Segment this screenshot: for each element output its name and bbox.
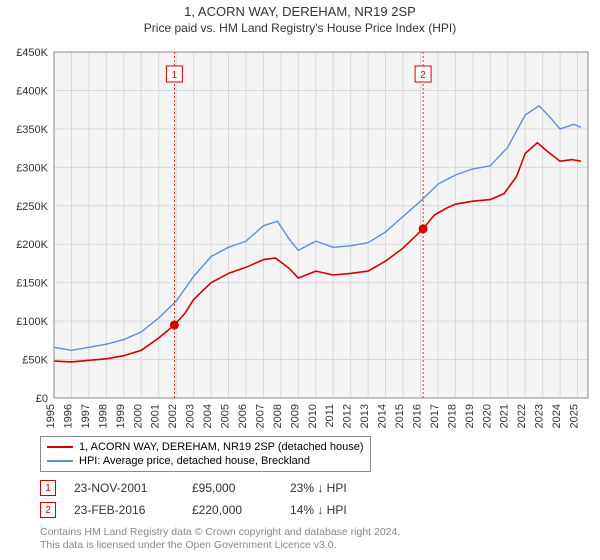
svg-text:£300K: £300K	[16, 162, 48, 174]
svg-text:2008: 2008	[272, 404, 284, 428]
svg-text:2019: 2019	[464, 404, 476, 428]
footnote-line: Contains HM Land Registry data © Crown c…	[40, 526, 400, 539]
svg-text:2021: 2021	[499, 404, 511, 428]
svg-text:2011: 2011	[324, 404, 336, 428]
footnote: Contains HM Land Registry data © Crown c…	[40, 526, 400, 552]
svg-text:£0: £0	[36, 393, 48, 405]
chart-subtitle: Price paid vs. HM Land Registry's House …	[0, 19, 600, 37]
transaction-marker: 1	[40, 480, 56, 496]
svg-text:£450K: £450K	[16, 47, 48, 59]
svg-text:1996: 1996	[62, 404, 74, 428]
svg-text:1995: 1995	[45, 404, 57, 428]
svg-text:1999: 1999	[115, 404, 127, 428]
legend-swatch	[47, 446, 73, 448]
svg-text:2014: 2014	[377, 404, 389, 428]
svg-text:2002: 2002	[167, 404, 179, 428]
svg-text:2004: 2004	[202, 404, 214, 428]
svg-text:2023: 2023	[534, 404, 546, 428]
transaction-diff: 23% ↓ HPI	[290, 481, 390, 495]
transaction-price: £220,000	[192, 503, 272, 517]
svg-text:2010: 2010	[307, 404, 319, 428]
svg-text:2025: 2025	[569, 404, 581, 428]
svg-text:£150K: £150K	[16, 278, 48, 290]
legend-item: 1, ACORN WAY, DEREHAM, NR19 2SP (detache…	[47, 440, 364, 454]
svg-text:2001: 2001	[150, 404, 162, 428]
transaction-row: 2 23-FEB-2016 £220,000 14% ↓ HPI	[40, 502, 390, 518]
legend-label: HPI: Average price, detached house, Brec…	[79, 454, 310, 468]
svg-text:2022: 2022	[516, 404, 528, 428]
svg-text:£250K: £250K	[16, 201, 48, 213]
svg-text:£100K: £100K	[16, 316, 48, 328]
svg-text:1997: 1997	[80, 404, 92, 428]
svg-text:2015: 2015	[394, 404, 406, 428]
chart-svg: £0 £50K £100K £150K £200K £250K £300K £350K £400…	[0, 38, 600, 430]
legend-label: 1, ACORN WAY, DEREHAM, NR19 2SP (detache…	[79, 440, 364, 454]
transaction-row: 1 23-NOV-2001 £95,000 23% ↓ HPI	[40, 480, 390, 496]
svg-text:2020: 2020	[481, 404, 493, 428]
svg-text:2: 2	[420, 70, 426, 81]
svg-text:£200K: £200K	[16, 239, 48, 251]
svg-text:2017: 2017	[429, 404, 441, 428]
svg-text:2009: 2009	[289, 404, 301, 428]
chart-title: 1, ACORN WAY, DEREHAM, NR19 2SP	[0, 0, 600, 19]
transaction-date: 23-FEB-2016	[74, 503, 174, 517]
svg-text:2003: 2003	[185, 404, 197, 428]
transaction-marker: 2	[40, 502, 56, 518]
svg-text:2005: 2005	[220, 404, 232, 428]
svg-text:1998: 1998	[97, 404, 109, 428]
legend: 1, ACORN WAY, DEREHAM, NR19 2SP (detache…	[40, 436, 371, 472]
svg-text:1: 1	[172, 70, 178, 81]
transaction-price: £95,000	[192, 481, 272, 495]
svg-text:£400K: £400K	[16, 85, 48, 97]
chart-area: £0 £50K £100K £150K £200K £250K £300K £350K £400…	[0, 38, 600, 430]
legend-item: HPI: Average price, detached house, Brec…	[47, 454, 364, 468]
svg-text:2024: 2024	[551, 404, 563, 428]
transaction-date: 23-NOV-2001	[74, 481, 174, 495]
footnote-line: This data is licensed under the Open Gov…	[40, 539, 400, 552]
svg-text:2006: 2006	[237, 404, 249, 428]
svg-text:£50K: £50K	[22, 355, 48, 367]
svg-text:2007: 2007	[254, 404, 266, 428]
svg-text:2013: 2013	[359, 404, 371, 428]
legend-swatch	[47, 460, 73, 462]
svg-text:2016: 2016	[411, 404, 423, 428]
svg-text:2018: 2018	[446, 404, 458, 428]
svg-text:2000: 2000	[132, 404, 144, 428]
transaction-diff: 14% ↓ HPI	[290, 503, 390, 517]
svg-text:2012: 2012	[342, 404, 354, 428]
svg-text:£350K: £350K	[16, 124, 48, 136]
